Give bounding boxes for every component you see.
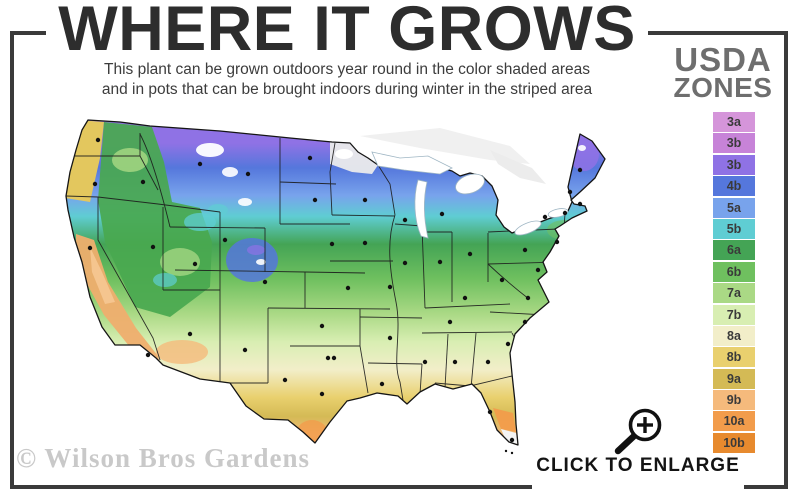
subtitle-line-1: This plant can be grown outdoors year ro… <box>104 61 590 78</box>
legend-zone-chip: 7a <box>713 283 755 304</box>
legend-heading: USDA ZONES <box>660 41 786 104</box>
legend-zone-chip: 5b <box>713 218 755 239</box>
legend-zone-chip: 3b <box>713 133 755 154</box>
legend-zone-chip: 8b <box>713 347 755 368</box>
subtitle-line-2: and in pots that can be brought indoors … <box>101 81 593 99</box>
legend-zone-chip: 3a <box>713 112 755 132</box>
magnifier-plus-icon[interactable] <box>608 403 670 461</box>
frame-gap-mask <box>532 481 744 493</box>
legend-heading-line2: ZONES <box>673 72 773 104</box>
legend-zone-chip: 8a <box>713 325 755 346</box>
usda-zones-legend: 3a 3b 3b 4b 5a 5b 6a 6b 7a 7b 8a 8b 9a 9b 10a 10b <box>713 112 755 454</box>
great-lakes <box>371 151 569 239</box>
us-hardiness-map-graphic[interactable] <box>60 112 620 460</box>
legend-zone-chip: 9a <box>713 368 755 389</box>
legend-zone-chip: 6a <box>713 240 755 261</box>
subtitle: This plant can be grown outdoors year ro… <box>46 60 648 101</box>
state-borders <box>66 133 567 401</box>
legend-zone-chip: 10b <box>713 432 755 453</box>
legend-zone-chip: 9b <box>713 390 755 411</box>
click-to-enlarge-button[interactable]: CLICK TO ENLARGE <box>536 455 740 476</box>
legend-zone-chip: 6b <box>713 261 755 282</box>
page-title: WHERE IT GROWS <box>58 0 636 64</box>
usda-zones-map[interactable] <box>60 112 620 460</box>
watermark: © Wilson Bros Gardens <box>16 443 310 473</box>
legend-zone-chip: 5a <box>713 197 755 218</box>
legend-heading-line1: USDA <box>674 41 772 78</box>
header: WHERE IT GROWS <box>46 0 648 64</box>
canada-hint-shapes <box>360 128 546 184</box>
zone-shading <box>66 120 605 445</box>
city-dots <box>87 137 583 455</box>
legend-zone-chip: 10a <box>713 411 755 432</box>
legend-zone-chip: 4b <box>713 176 755 197</box>
legend-zone-chip: 3b <box>713 154 755 175</box>
legend-zone-chip: 7b <box>713 304 755 325</box>
